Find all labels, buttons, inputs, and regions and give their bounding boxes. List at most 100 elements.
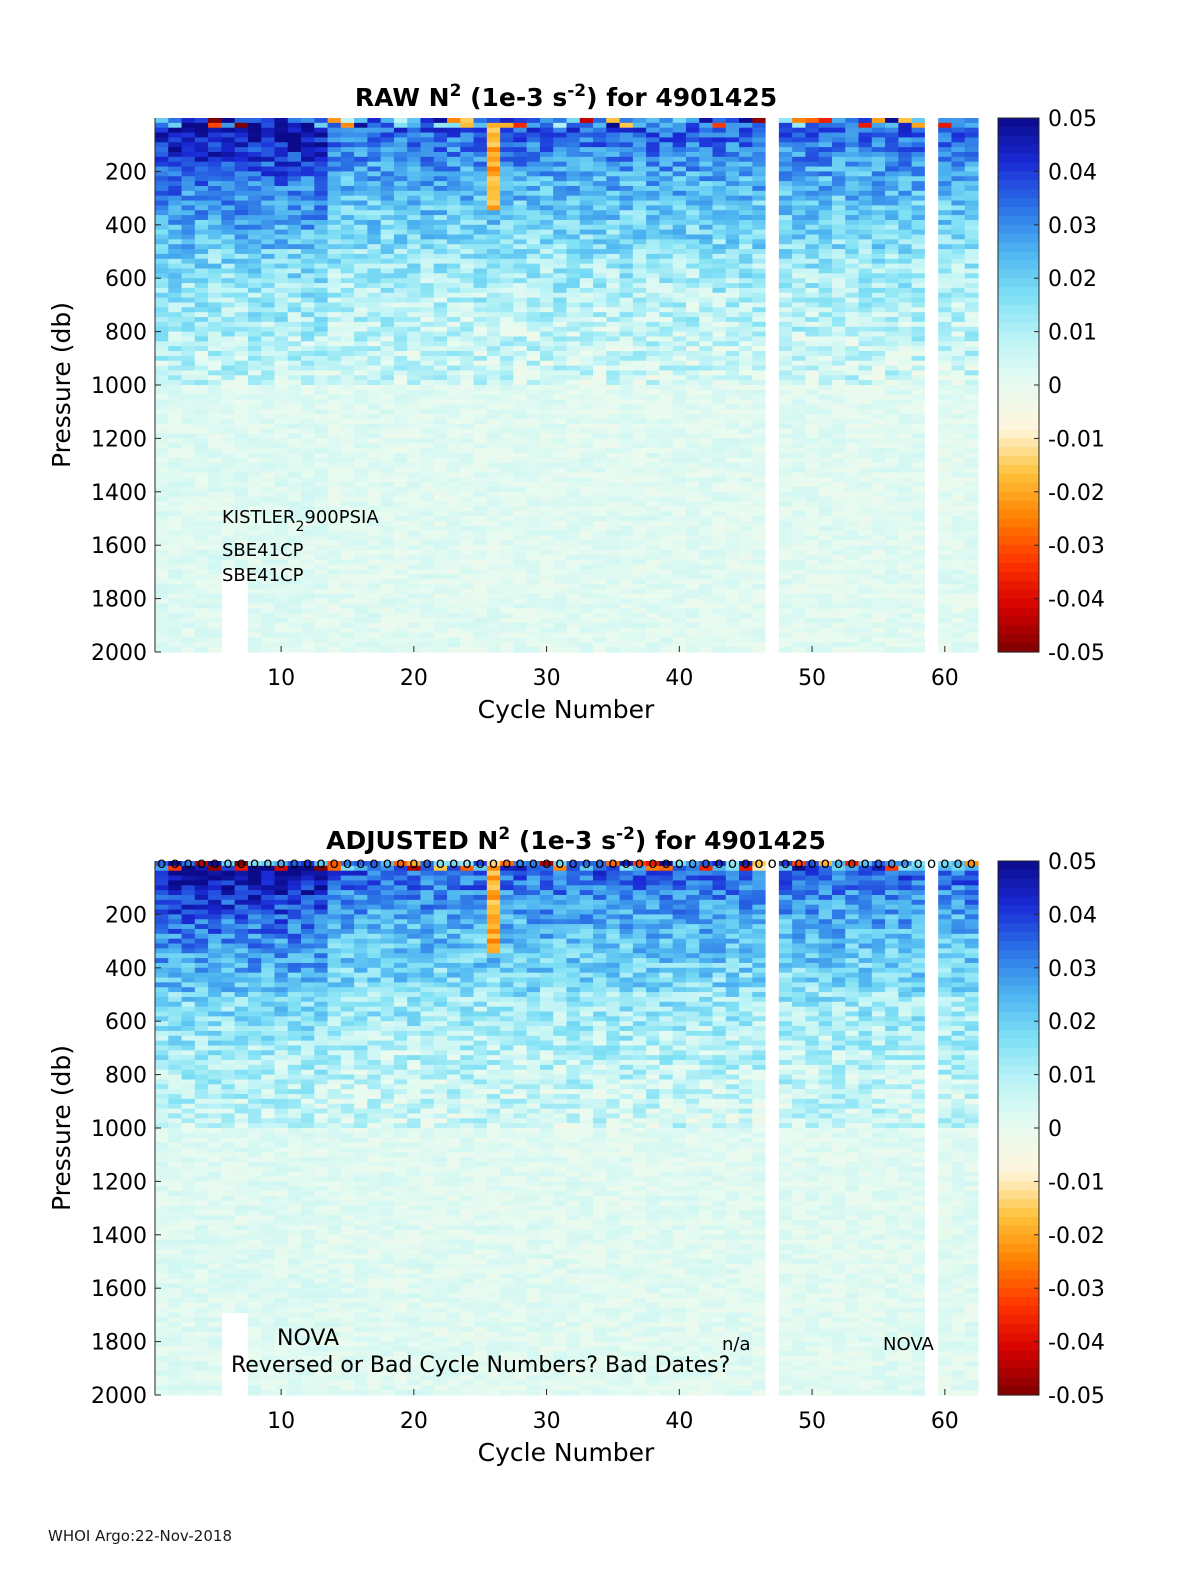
heatmap-cell (340, 477, 355, 483)
heatmap-cell (646, 137, 661, 143)
heatmap-cell (327, 258, 342, 265)
heatmap-cell (486, 535, 501, 541)
heatmap-cell (473, 433, 488, 439)
heatmap-column (685, 118, 700, 653)
heatmap-cell (712, 181, 727, 187)
heatmap-cell (593, 550, 607, 556)
heatmap-cell (486, 418, 501, 425)
heatmap-cell (473, 278, 488, 284)
heatmap-cell (460, 321, 475, 328)
heatmap-cell (221, 491, 236, 498)
heatmap-cell (579, 132, 594, 139)
heatmap-cell (194, 404, 209, 410)
heatmap-cell (221, 190, 236, 197)
heatmap-cell (606, 477, 621, 483)
heatmap-cell (447, 244, 461, 250)
heatmap-cell (447, 443, 461, 449)
heatmap-cell (460, 394, 475, 401)
heatmap-cell (194, 618, 209, 624)
heatmap-cell (181, 516, 196, 522)
heatmap-cell (420, 452, 435, 459)
heatmap-cell (168, 588, 183, 595)
heatmap-cell (168, 370, 183, 376)
heatmap-cell (247, 535, 262, 541)
heatmap-cell (221, 472, 236, 478)
heatmap-cell (340, 336, 355, 342)
heatmap-cell (447, 118, 461, 124)
heatmap-cell (632, 491, 647, 498)
heatmap-cell (632, 603, 647, 609)
heatmap-cell (725, 312, 740, 318)
heatmap-cell (672, 341, 687, 347)
heatmap-cell (393, 244, 408, 250)
heatmap-cell (712, 370, 727, 376)
heatmap-cell (420, 394, 435, 401)
heatmap-cell (646, 433, 661, 439)
heatmap-cell (752, 205, 767, 211)
heatmap-cell (566, 443, 581, 449)
heatmap-cell (340, 462, 355, 469)
heatmap-cell (367, 147, 382, 153)
heatmap-cell (473, 118, 488, 124)
heatmap-cell (712, 428, 727, 435)
heatmap-cell (579, 370, 594, 376)
heatmap-cell (247, 418, 262, 425)
heatmap-cell (181, 219, 196, 226)
heatmap-cell (672, 244, 687, 250)
heatmap-cell (579, 632, 594, 639)
heatmap-cell (606, 326, 621, 333)
heatmap-cell (287, 462, 302, 469)
heatmap-cell (553, 370, 568, 376)
heatmap-cell (314, 142, 329, 148)
heatmap-cell (699, 147, 714, 153)
heatmap-cell (155, 380, 169, 386)
heatmap-cell (221, 550, 236, 556)
heatmap-cell (539, 584, 554, 590)
heatmap-cell (168, 394, 183, 401)
heatmap-cell (553, 482, 568, 488)
heatmap-cell (685, 637, 700, 643)
heatmap-cell (619, 482, 634, 488)
heatmap-cell (672, 307, 687, 313)
heatmap-cell (566, 297, 581, 304)
heatmap-cell (593, 642, 607, 648)
heatmap-cell (526, 516, 541, 522)
heatmap-cell (393, 273, 408, 279)
heatmap-cell (194, 588, 209, 595)
heatmap-cell (539, 627, 554, 634)
heatmap-cell (221, 331, 236, 338)
heatmap-cell (354, 287, 368, 294)
heatmap-cell (433, 307, 448, 313)
heatmap-cell (208, 185, 222, 192)
heatmap-cell (447, 438, 461, 444)
heatmap-cell (367, 181, 382, 187)
heatmap-cell (247, 161, 262, 168)
heatmap-cell (407, 365, 422, 372)
heatmap-cell (712, 642, 727, 648)
heatmap-cell (274, 229, 289, 236)
heatmap-cell (699, 535, 714, 541)
heatmap-cell (287, 506, 302, 512)
heatmap-cell (367, 443, 382, 449)
heatmap-cell (367, 423, 382, 430)
heatmap-cell (460, 292, 475, 299)
heatmap-cell (513, 448, 528, 454)
heatmap-cell (274, 326, 289, 333)
heatmap-cell (473, 414, 488, 420)
heatmap-cell (659, 195, 674, 202)
heatmap-cell (367, 273, 382, 279)
heatmap-cell (672, 287, 687, 294)
heatmap-cell (739, 307, 753, 313)
heatmap-cell (672, 156, 687, 163)
heatmap-cell (274, 249, 289, 255)
heatmap-cell (526, 380, 541, 386)
heatmap-cell (539, 511, 554, 517)
heatmap-cell (181, 394, 196, 401)
heatmap-cell (593, 297, 607, 304)
heatmap-cell (473, 249, 488, 255)
heatmap-cell (473, 448, 488, 454)
heatmap-cell (699, 200, 714, 206)
heatmap-cell (340, 642, 355, 648)
heatmap-cell (606, 331, 621, 338)
heatmap-cell (314, 346, 329, 352)
